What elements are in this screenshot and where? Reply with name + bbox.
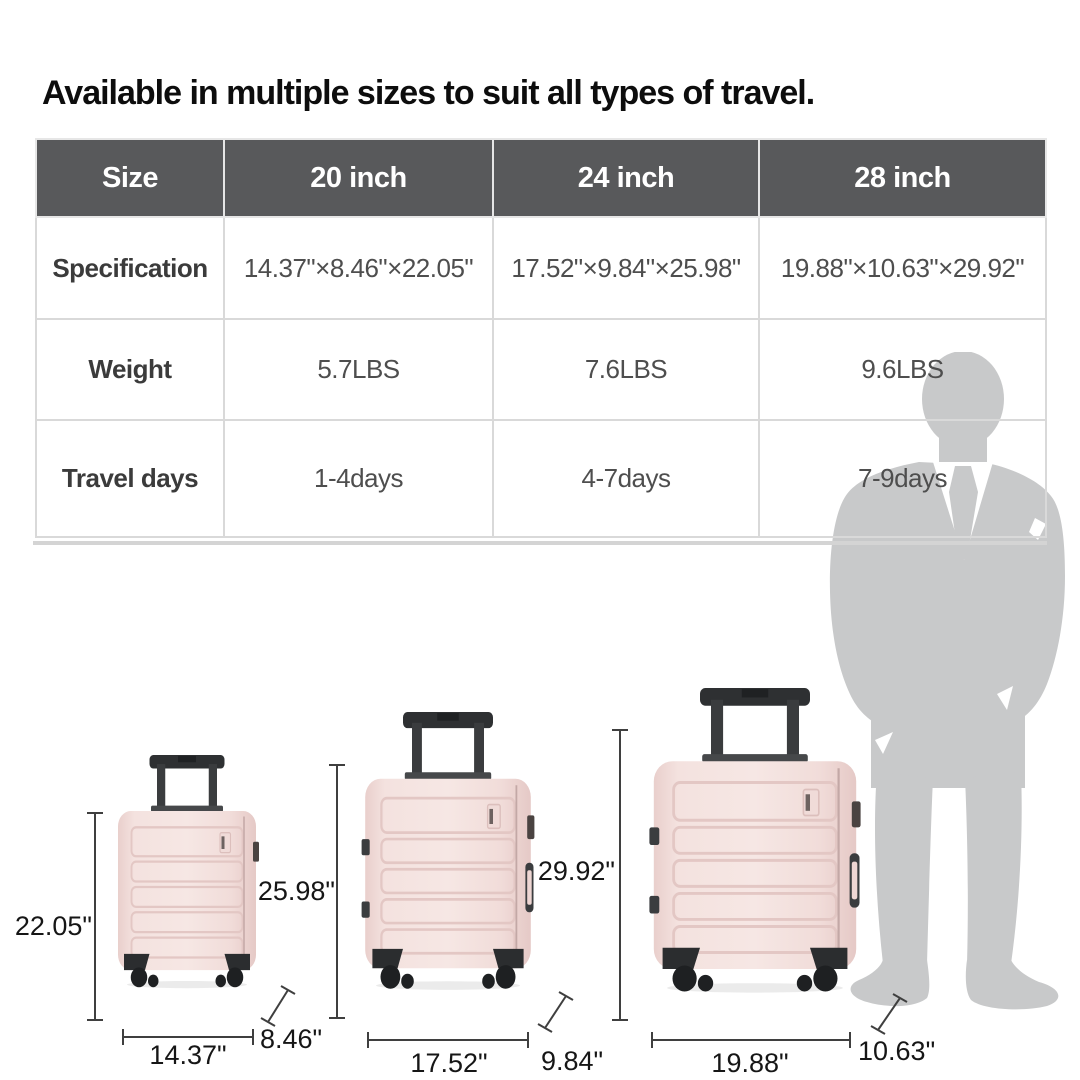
table-row-specification: Specification 14.37"×8.46"×22.05" 17.52"… [35,216,1047,320]
height-label-28: 29.92" [537,856,615,886]
page-title: Available in multiple sizes to suit all … [42,74,815,112]
size-spec-table: Size 20 inch 24 inch 28 inch Specificati… [35,138,1047,538]
depth-label-20: 8.46" [260,1024,323,1054]
row-label-travel-days: Travel days [35,419,225,538]
table-row-travel-days: Travel days 1-4days 4-7days 7-9days [35,419,1047,538]
header-28-inch: 28 inch [758,138,1047,218]
header-size: Size [35,138,225,218]
suitcase-24-inch [361,712,536,992]
suitcase-20-inch [116,755,261,990]
spec-24: 17.52"×9.84"×25.98" [492,216,760,320]
table-row-weight: Weight 5.7LBS 7.6LBS 9.6LBS [35,318,1047,421]
row-label-specification: Specification [35,216,225,320]
height-label-24: 25.98" [257,876,335,906]
travel-20: 1-4days [223,419,494,538]
depth-label-24: 9.84" [541,1046,604,1076]
table-bottom-border [33,541,1047,545]
header-24-inch: 24 inch [492,138,760,218]
spec-28: 19.88"×10.63"×29.92" [758,216,1047,320]
travel-28: 7-9days [758,419,1047,538]
weight-28: 9.6LBS [758,318,1047,421]
travel-24: 4-7days [492,419,760,538]
weight-24: 7.6LBS [492,318,760,421]
width-label-28: 19.88" [711,1048,789,1078]
suitcase-28-inch [649,688,863,995]
spec-20: 14.37"×8.46"×22.05" [223,216,494,320]
width-label-20: 14.37" [149,1040,227,1070]
width-label-24: 17.52" [410,1048,488,1078]
height-label-20: 22.05" [14,911,92,941]
row-label-weight: Weight [35,318,225,421]
depth-label-28: 10.63" [858,1036,936,1066]
header-20-inch: 20 inch [223,138,494,218]
table-header-row: Size 20 inch 24 inch 28 inch [35,138,1047,218]
weight-20: 5.7LBS [223,318,494,421]
